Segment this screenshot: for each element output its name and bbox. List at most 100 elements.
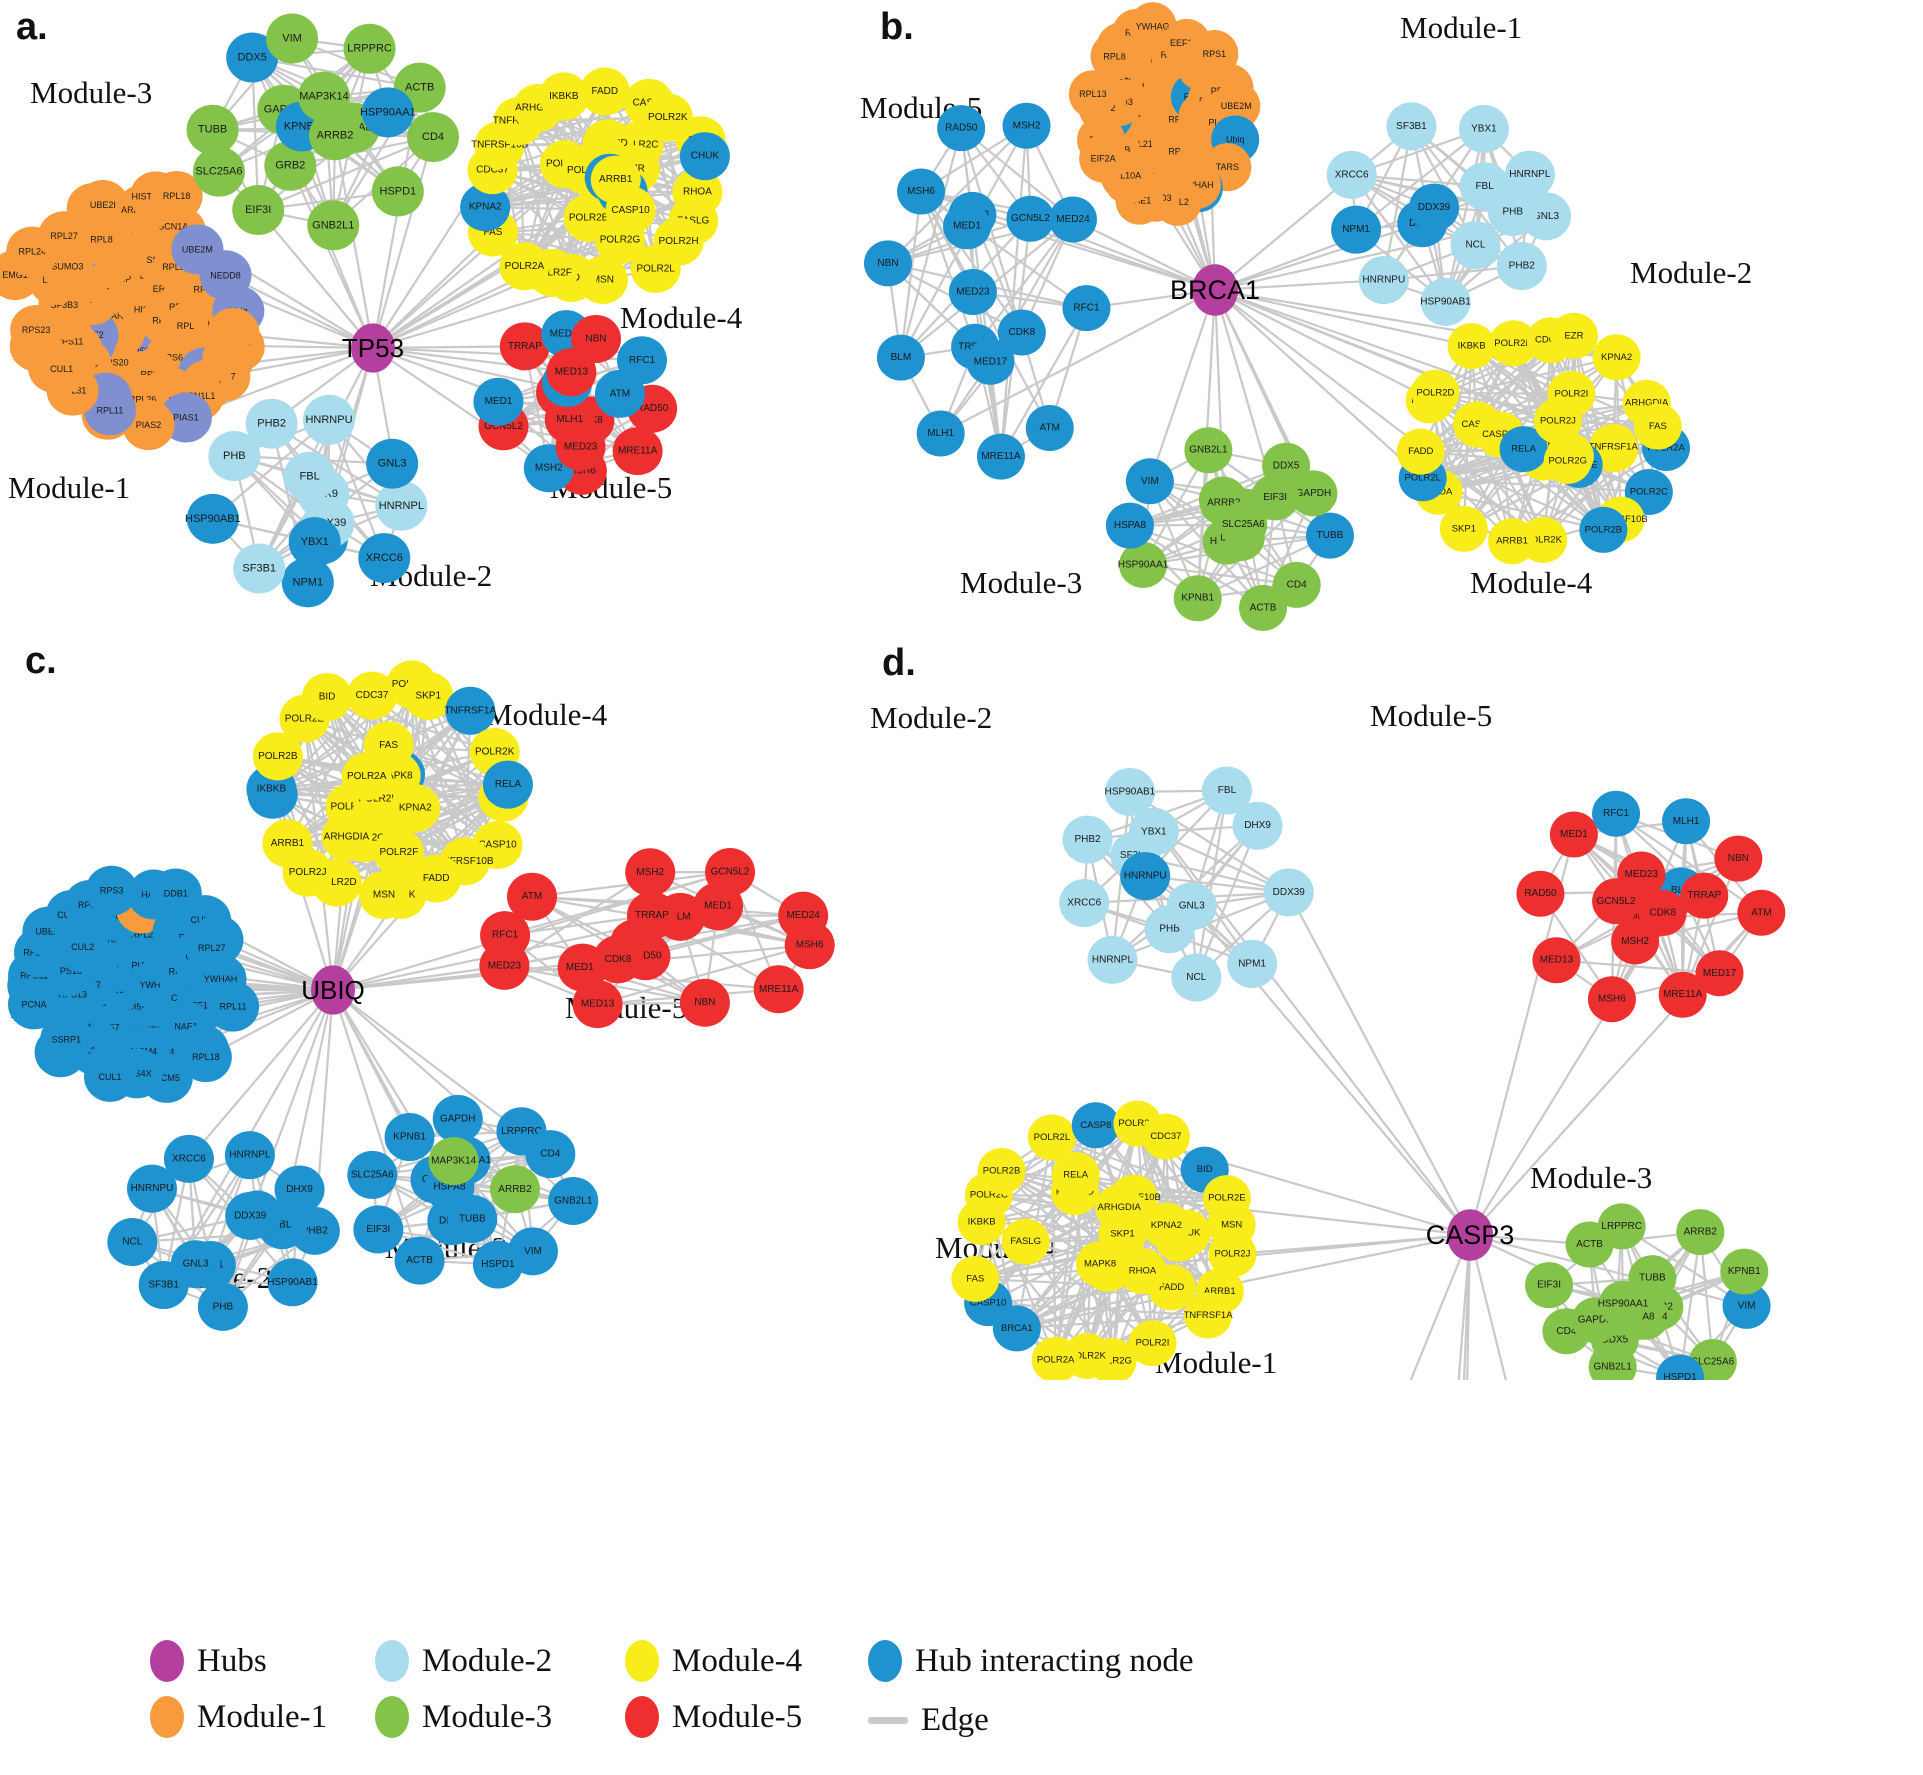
node-slc25a6[interactable] bbox=[347, 1150, 398, 1199]
node-mre11a[interactable] bbox=[753, 965, 804, 1014]
node-gnb2l1[interactable] bbox=[307, 200, 360, 251]
node-xrcc6[interactable] bbox=[163, 1134, 214, 1183]
node-map3k14[interactable] bbox=[428, 1137, 479, 1186]
node-hsp90aa1[interactable] bbox=[361, 87, 414, 138]
node-kpna2[interactable] bbox=[460, 183, 511, 232]
node-gnb2l1[interactable] bbox=[548, 1176, 599, 1225]
node-eif2a[interactable] bbox=[1079, 134, 1128, 183]
node-kpnb1[interactable] bbox=[1720, 1248, 1769, 1295]
node-map3k14[interactable] bbox=[297, 71, 350, 122]
node-msh2[interactable] bbox=[1611, 918, 1660, 965]
node-cul1[interactable] bbox=[84, 1051, 137, 1102]
node-rela[interactable] bbox=[482, 760, 533, 809]
node-gnb2l1[interactable] bbox=[1184, 427, 1233, 474]
node-xrcc6[interactable] bbox=[358, 533, 411, 584]
node-ncl[interactable] bbox=[1450, 221, 1501, 270]
node-actb[interactable] bbox=[394, 1236, 445, 1285]
node-hsp90aa1[interactable] bbox=[1119, 541, 1168, 588]
node-arrb1[interactable] bbox=[1488, 518, 1537, 565]
node-casp8[interactable] bbox=[1071, 1102, 1120, 1149]
node-rpl18[interactable] bbox=[150, 170, 203, 221]
node-med1[interactable] bbox=[943, 203, 992, 250]
node-slc25a6[interactable] bbox=[192, 146, 245, 197]
node-msh6[interactable] bbox=[1587, 976, 1636, 1023]
node-xrcc6[interactable] bbox=[1326, 150, 1377, 199]
node-ssrp1[interactable] bbox=[40, 1014, 93, 1065]
node-hnrnpl[interactable] bbox=[224, 1131, 275, 1180]
node-gnl3[interactable] bbox=[1166, 882, 1217, 931]
node-fas[interactable] bbox=[951, 1255, 1000, 1302]
node-cd4[interactable] bbox=[525, 1130, 576, 1179]
node-hsp90aa1[interactable] bbox=[1599, 1280, 1648, 1327]
node-polr2f[interactable] bbox=[373, 828, 424, 877]
node-msh2[interactable] bbox=[1002, 102, 1051, 149]
node-polr2b[interactable] bbox=[977, 1148, 1026, 1195]
node-med1[interactable] bbox=[473, 377, 524, 426]
node-phb2[interactable] bbox=[1062, 815, 1113, 864]
node-cdc37[interactable] bbox=[347, 671, 398, 720]
node-npm1[interactable] bbox=[1227, 939, 1278, 988]
node-polr2g[interactable] bbox=[1543, 437, 1592, 484]
hub-node-casp3[interactable]: CASP3 bbox=[1426, 1209, 1515, 1261]
node-fbl[interactable] bbox=[1459, 162, 1510, 211]
node-hnrnpl[interactable] bbox=[1087, 935, 1138, 984]
node-kpnb1[interactable] bbox=[1173, 575, 1222, 622]
node-nbn[interactable] bbox=[679, 978, 730, 1027]
node-arrb2[interactable] bbox=[309, 110, 362, 161]
node-slc25a6[interactable] bbox=[1219, 501, 1268, 548]
node-phb2[interactable] bbox=[1496, 242, 1547, 291]
node-actb[interactable] bbox=[1239, 584, 1288, 631]
node-lrpprc[interactable] bbox=[1597, 1203, 1646, 1250]
node-dhx9[interactable] bbox=[1232, 801, 1283, 850]
node-med13[interactable] bbox=[1532, 937, 1581, 984]
node-cd4[interactable] bbox=[407, 112, 460, 163]
node-arrb2[interactable] bbox=[1676, 1209, 1725, 1256]
node-hnrnpu[interactable] bbox=[126, 1164, 177, 1213]
node-ikbkb[interactable] bbox=[1447, 323, 1496, 370]
node-ddx39[interactable] bbox=[1409, 183, 1460, 232]
node-pcna[interactable] bbox=[8, 979, 61, 1030]
node-ddx39[interactable] bbox=[225, 1191, 276, 1240]
node-arrb1[interactable] bbox=[262, 819, 313, 868]
node-eif3i[interactable] bbox=[232, 185, 285, 236]
node-med13[interactable] bbox=[546, 348, 597, 397]
node-hnrnpu[interactable] bbox=[303, 394, 356, 445]
node-mre11a[interactable] bbox=[976, 433, 1025, 480]
hub-circle[interactable] bbox=[351, 323, 395, 373]
node-fbl[interactable] bbox=[1201, 766, 1252, 815]
node-cd4[interactable] bbox=[1272, 561, 1321, 608]
node-atm[interactable] bbox=[507, 872, 558, 921]
node-skp1[interactable] bbox=[1439, 505, 1488, 552]
node-rps3[interactable] bbox=[85, 865, 138, 916]
node-gnl3[interactable] bbox=[366, 438, 419, 489]
node-hnrnpu[interactable] bbox=[1358, 256, 1409, 305]
node-arhgdia[interactable] bbox=[321, 812, 372, 861]
node-msh2[interactable] bbox=[625, 848, 676, 897]
node-bid[interactable] bbox=[302, 673, 353, 722]
node-chuk[interactable] bbox=[679, 132, 730, 181]
node-eif3i[interactable] bbox=[1525, 1262, 1574, 1309]
node-hnrnpl[interactable] bbox=[1504, 150, 1555, 199]
node-skp1[interactable] bbox=[403, 671, 454, 720]
node-med24[interactable] bbox=[778, 891, 829, 940]
node-hsp90ab1[interactable] bbox=[1420, 277, 1471, 326]
node-polr2j[interactable] bbox=[1533, 397, 1582, 444]
node-med1[interactable] bbox=[1549, 811, 1598, 858]
node-med24[interactable] bbox=[1048, 196, 1097, 243]
node-hspd1[interactable] bbox=[1656, 1354, 1705, 1380]
node-hnrnpl[interactable] bbox=[375, 480, 428, 531]
node-ncl[interactable] bbox=[107, 1218, 158, 1267]
node-kpna2[interactable] bbox=[1592, 334, 1641, 381]
node-vim[interactable] bbox=[266, 13, 319, 64]
node-atm[interactable] bbox=[594, 369, 645, 418]
node-cul1[interactable] bbox=[35, 343, 88, 394]
node-polr2a[interactable] bbox=[1031, 1336, 1080, 1380]
node-rela[interactable] bbox=[1499, 426, 1548, 473]
node-rfc1[interactable] bbox=[1062, 285, 1111, 332]
node-polr2d[interactable] bbox=[1411, 369, 1460, 416]
node-med13[interactable] bbox=[572, 980, 623, 1029]
node-rpl13[interactable] bbox=[1068, 70, 1117, 119]
node-dhx9[interactable] bbox=[274, 1165, 325, 1214]
node-rad50[interactable] bbox=[937, 105, 986, 152]
node-mre11a[interactable] bbox=[612, 427, 663, 476]
